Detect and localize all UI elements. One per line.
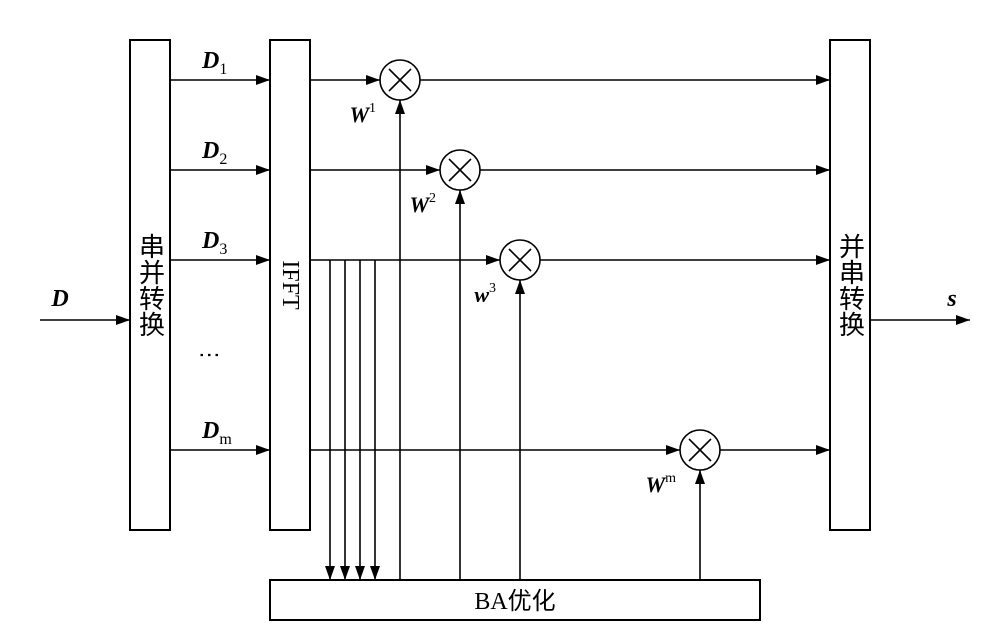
multiplier-4 <box>680 430 720 470</box>
input-label: D <box>50 286 68 312</box>
row-ellipsis: ⋮ <box>198 344 223 366</box>
multiplier-1 <box>380 60 420 100</box>
weight-label-0: W1 <box>349 101 376 127</box>
row-d-label-2: D3 <box>201 228 227 258</box>
serial-parallel-label: 串并转换 <box>136 233 165 337</box>
diagram-canvas: D 串并转换 IFFT 并串转换 BA优化 ⋮ D1 W1 D2 W2 D3 w3 Dm Wm s <box>0 0 1000 641</box>
multiplier-3 <box>500 240 540 280</box>
ifft-label: IFFT <box>277 260 303 310</box>
row-d-label-0: D1 <box>201 48 227 78</box>
row-d-label-1: D2 <box>201 138 227 168</box>
parallel-serial-label: 并串转换 <box>836 233 865 337</box>
row-d-label-3: Dm <box>201 418 232 448</box>
weight-label-3: Wm <box>646 471 677 497</box>
ba-opt-label: BA优化 <box>474 588 555 615</box>
weight-label-1: W2 <box>409 191 436 217</box>
multiplier-2 <box>440 150 480 190</box>
weight-label-2: w3 <box>474 281 496 307</box>
output-label: s <box>946 286 956 312</box>
